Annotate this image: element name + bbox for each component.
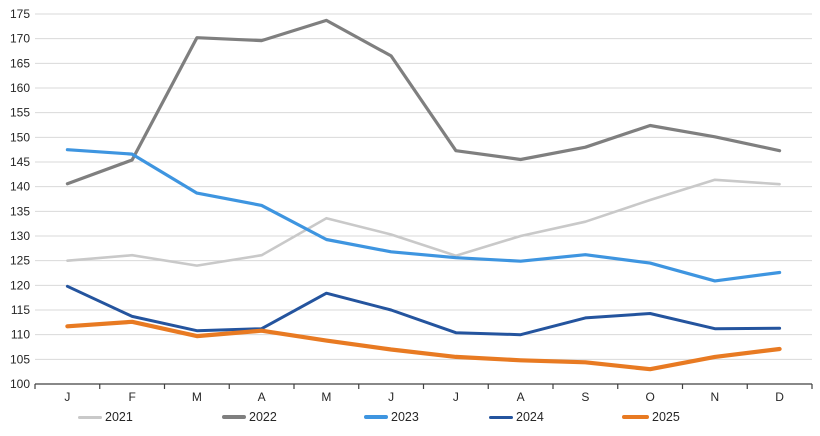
legend-entry-2021: 2021	[78, 408, 133, 426]
legend-entry-2025: 2025	[622, 408, 680, 426]
chart-legend: 2021 2022 2023 2024 2025	[0, 408, 820, 428]
legend-entry-2022: 2022	[222, 408, 277, 426]
y-axis-tick-label: 125	[10, 254, 30, 268]
x-axis-month-label: D	[775, 390, 784, 404]
x-axis-month-label: M	[321, 390, 331, 404]
y-axis-tick-label: 135	[10, 204, 30, 218]
line-series-2022	[65, 18, 782, 186]
y-axis-tick-label: 165	[10, 56, 30, 70]
x-axis-month-label: A	[258, 390, 266, 404]
x-axis-month-label: J	[64, 390, 70, 404]
y-axis-tick-label: 150	[10, 130, 30, 144]
y-axis-tick-label: 120	[10, 278, 30, 292]
y-axis-tick-label: 115	[11, 303, 30, 317]
y-axis-tick-label: 170	[10, 32, 30, 46]
y-axis-tick-label: 100	[10, 377, 30, 391]
legend-swatch-2022	[222, 415, 246, 419]
legend-label-2023: 2023	[391, 410, 419, 424]
legend-swatch-2025	[622, 414, 649, 420]
y-axis-tick-label: 105	[10, 352, 30, 366]
legend-entry-2024: 2024	[489, 408, 544, 426]
y-axis-tick-label: 175	[10, 7, 30, 21]
x-axis-month-label: M	[192, 390, 202, 404]
y-axis-tick-label: 110	[11, 328, 30, 342]
legend-swatch-2021	[78, 415, 102, 419]
legend-swatch-2024	[489, 415, 513, 419]
x-axis-month-label: S	[581, 390, 589, 404]
legend-swatch-2023	[364, 415, 388, 419]
line-series-2021	[66, 178, 781, 267]
x-axis-month-label: F	[128, 390, 135, 404]
legend-label-2025: 2025	[652, 410, 680, 424]
line-series-2025	[65, 319, 782, 372]
y-axis-tick-label: 130	[10, 229, 30, 243]
legend-label-2024: 2024	[516, 410, 544, 424]
x-axis-month-label: J	[453, 390, 459, 404]
y-axis-tick-label: 145	[10, 155, 30, 169]
x-axis-month-label: N	[711, 390, 720, 404]
line-series-2024	[65, 284, 782, 337]
y-axis-tick-label: 140	[10, 180, 30, 194]
x-axis-month-label: A	[517, 390, 525, 404]
legend-label-2022: 2022	[249, 410, 277, 424]
y-axis-tick-label: 155	[10, 106, 30, 120]
x-axis-month-label: O	[645, 390, 654, 404]
line-series-2023	[65, 148, 782, 283]
x-axis-month-label: J	[388, 390, 394, 404]
legend-entry-2023: 2023	[364, 408, 419, 426]
y-axis-tick-label: 160	[10, 81, 30, 95]
legend-label-2021: 2021	[105, 410, 133, 424]
